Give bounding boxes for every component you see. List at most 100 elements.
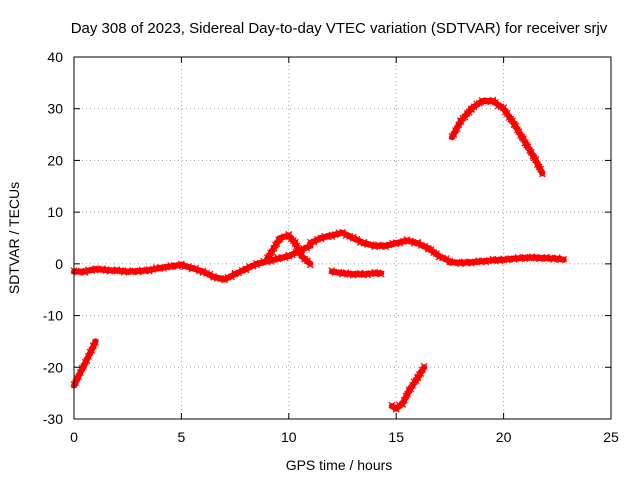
data-point [210,273,218,281]
data-point [457,260,465,268]
data-point [276,235,284,243]
y-tick-label: 30 [47,101,63,117]
data-point [160,265,167,272]
data-series-segment-2 [70,241,314,284]
y-axis-label: SDTVAR / TECUs [6,182,22,294]
data-point [199,267,207,275]
data-point [298,251,306,259]
x-tick-label: 5 [178,429,186,445]
data-point [503,256,511,264]
data-point [512,122,520,130]
data-point [509,117,516,125]
data-point [453,125,461,133]
data-series-segment-3 [263,230,314,269]
data-point [546,254,554,262]
data-point [75,373,83,381]
data-point [285,231,293,239]
data-point [76,369,84,376]
data-point [382,243,389,251]
data-point [331,231,339,239]
data-point [177,261,185,269]
data-point [400,396,408,404]
data-point [482,258,490,266]
data-point [235,269,243,277]
data-point [317,234,325,242]
data-point [81,268,89,276]
y-tick-label: 40 [47,49,63,65]
data-point [174,262,182,270]
data-point [328,232,336,240]
data-point [293,242,301,250]
data-point [407,237,414,245]
data-point [210,272,218,280]
data-point [460,258,468,266]
data-point [414,239,422,247]
data-point [364,271,372,279]
data-point [117,266,124,274]
data-series-segment-5 [328,267,385,279]
data-point [473,100,481,108]
data-series-segment-1 [70,338,99,389]
data-point [134,268,142,276]
data-point [414,374,422,382]
x-tick-label: 0 [70,429,78,445]
data-point [367,240,375,248]
data-point [273,240,281,248]
data-point [532,253,540,261]
data-point [268,248,276,256]
data-point [242,265,250,273]
axes-frame [73,56,612,420]
data-point [342,269,350,276]
data-point [102,266,110,274]
data-point [360,238,368,246]
data-point [339,270,346,278]
data-point [349,233,357,241]
data-point [306,261,314,269]
data-point [385,241,393,249]
data-point [167,263,175,271]
data-point [399,401,407,408]
x-tick-label: 10 [281,429,297,445]
data-point [419,366,426,374]
data-point [510,255,518,263]
data-point [291,238,299,246]
plot-border [73,56,612,420]
data-point [377,270,385,278]
data-series-segment-7 [388,362,428,413]
data-point [527,148,535,156]
data-point [192,264,200,272]
data-point [446,257,454,265]
data-series-segment-8 [448,96,546,178]
data-point [492,256,500,264]
data-point [424,245,432,253]
data-point [265,253,273,261]
data-point [360,239,368,247]
data-point [185,263,193,270]
data-point [145,267,153,275]
data-point [396,239,404,247]
data-point [371,243,379,251]
data-point [417,370,425,377]
x-tick-label: 20 [496,429,512,445]
data-point [407,385,415,393]
data-point [404,390,411,398]
data-point [471,258,479,266]
data-series-segment-6 [446,253,568,268]
data-point [149,265,157,273]
data-point [478,97,486,104]
chart-title: Day 308 of 2023, Sidereal Day-to-day VTE… [71,20,608,37]
x-tick-label: 25 [603,429,619,445]
data-point [409,381,416,389]
data-point [520,135,527,143]
data-point [303,244,311,252]
data-point [83,357,91,364]
y-tick-label: -30 [43,411,63,427]
data-series-segment-4 [306,228,454,266]
x-tick-label: 15 [388,429,404,445]
x-axis-label: GPS time / hours [286,457,393,473]
data-point [467,259,475,267]
y-tick-label: 10 [47,204,63,220]
plot-area [70,96,568,413]
y-tick-label: -20 [43,359,63,375]
data-point [560,255,568,263]
